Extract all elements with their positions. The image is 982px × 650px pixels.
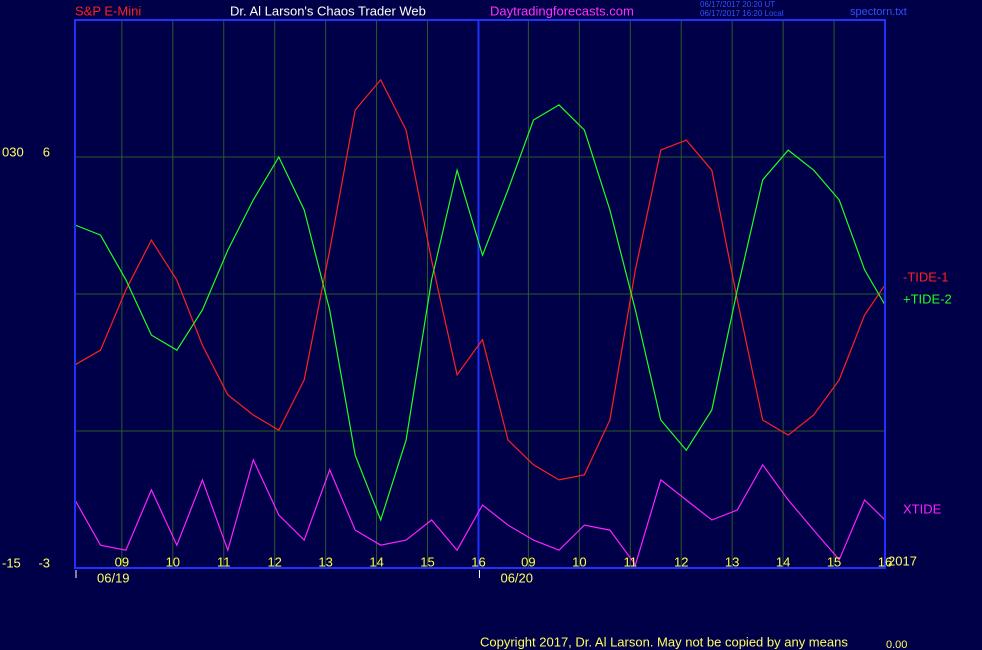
series-line [74, 78, 886, 481]
x-tick-label: 11 [217, 554, 231, 569]
x-tick-label: 13 [725, 554, 739, 569]
x-tick-label: 15 [827, 554, 841, 569]
series-line [74, 104, 886, 522]
legend-label: XTIDE [903, 501, 942, 516]
legend-label: -TIDE-1 [903, 269, 949, 284]
x-tick-label: 12 [674, 554, 688, 569]
legend-label: +TIDE-2 [903, 291, 952, 306]
stamp-local: 06/17/2017 16:20 Local [700, 9, 784, 18]
series-line [74, 458, 886, 567]
x-tick-label: 15 [420, 554, 434, 569]
x-tick-label: 16 [878, 554, 892, 569]
x-tick-label: 10 [572, 554, 586, 569]
year: 2017 [888, 553, 917, 568]
y2-tick-label: -15 [2, 555, 21, 570]
footer-value: 0.00 [886, 639, 907, 650]
x-tick-label: 11 [624, 554, 638, 569]
file-name: spectorn.txt [850, 6, 907, 18]
x-tick-label: 13 [318, 554, 332, 569]
y2-tick-label: 030 [2, 144, 24, 159]
plot-frame [74, 19, 886, 569]
stamp-ut: 06/17/2017 20:20 UT [700, 0, 775, 9]
x-tick-label: 12 [267, 554, 281, 569]
y-tick-label: 6 [43, 144, 50, 159]
day-label: 06/19 [97, 570, 130, 585]
x-tick-label: 09 [115, 554, 129, 569]
x-tick-label: 14 [776, 554, 790, 569]
x-tick-label: 14 [369, 554, 383, 569]
site: Daytradingforecasts.com [490, 3, 634, 18]
x-tick-label: 09 [521, 554, 535, 569]
y-tick-label: -3 [38, 555, 50, 570]
x-tick-label: 16 [471, 554, 485, 569]
x-tick-label: 10 [166, 554, 180, 569]
day-label: 06/20 [500, 570, 533, 585]
instrument: S&P E-Mini [75, 3, 141, 18]
chart-title: Dr. Al Larson's Chaos Trader Web [230, 3, 426, 18]
copyright: Copyright 2017, Dr. Al Larson. May not b… [480, 634, 848, 649]
